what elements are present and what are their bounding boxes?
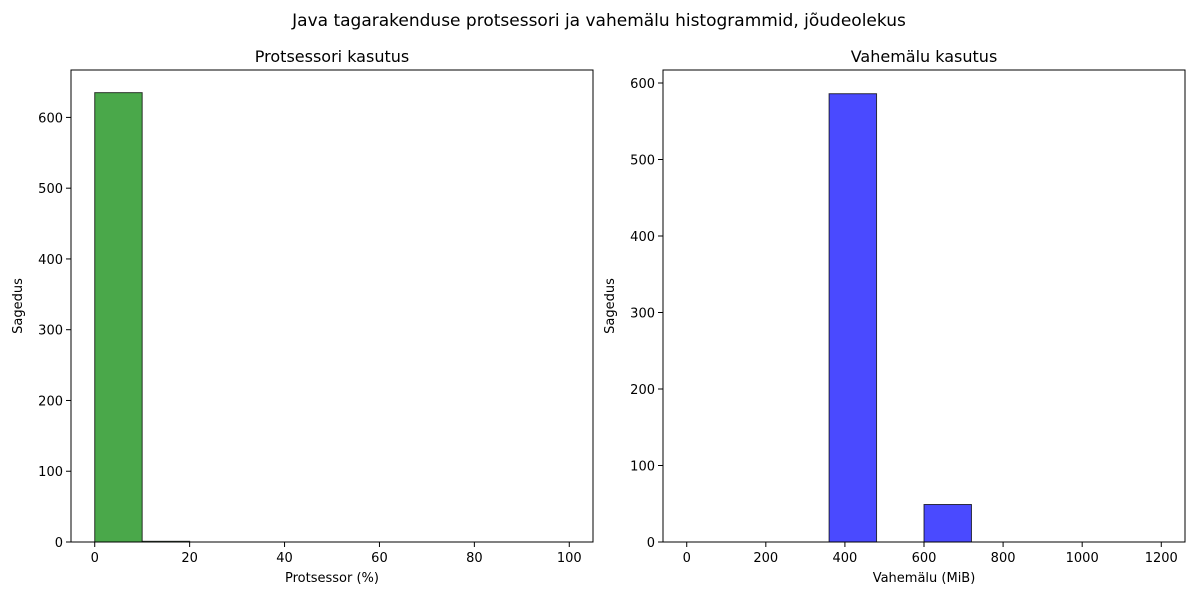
memory-x-tick-label: 800 — [991, 551, 1016, 566]
cpu-x-tick-label: 100 — [557, 551, 582, 566]
cpu-y-tick-label: 100 — [38, 465, 63, 480]
cpu-y-axis-label: Sagedus — [11, 278, 26, 334]
memory-y-tick-label: 400 — [630, 230, 655, 245]
cpu-histogram-panel: Protsessori kasutus 0 20 40 60 80 100 0 100 200 30… — [11, 47, 594, 586]
memory-x-axis-label: Vahemälu (MiB) — [873, 571, 976, 586]
cpu-x-tick-label: 0 — [91, 551, 99, 566]
memory-axes-frame — [662, 69, 1186, 543]
cpu-y-tick-label: 600 — [38, 111, 63, 126]
cpu-chart-title: Protsessori kasutus — [255, 47, 409, 66]
cpu-y-tick-label: 300 — [38, 324, 63, 339]
cpu-x-tick-label: 40 — [276, 551, 293, 566]
cpu-axes-frame — [70, 69, 594, 543]
figure-suptitle: Java tagarakenduse protsessori ja vahemä… — [291, 11, 906, 31]
memory-y-axis-label: Sagedus — [603, 278, 618, 334]
cpu-y-tick-label: 0 — [55, 536, 63, 551]
memory-y-tick-label: 600 — [630, 77, 655, 92]
memory-chart-title: Vahemälu kasutus — [851, 47, 998, 66]
cpu-x-tick-label: 20 — [181, 551, 198, 566]
memory-y-tick-label: 100 — [630, 460, 655, 475]
cpu-y-tick-label: 200 — [38, 394, 63, 409]
memory-x-tick-label: 400 — [832, 551, 857, 566]
memory-y-tick-label: 200 — [630, 383, 655, 398]
memory-histogram-bar-3 — [828, 93, 878, 543]
memory-histogram-panel: Vahemälu kasutus 0 200 400 600 800 1000 1200 0 10… — [603, 47, 1186, 586]
memory-x-tick-label: 1200 — [1145, 551, 1178, 566]
memory-histogram-bar-5 — [923, 504, 972, 543]
memory-x-tick-label: 0 — [683, 551, 691, 566]
cpu-histogram-bar-0 — [94, 92, 143, 543]
memory-x-tick-label: 200 — [753, 551, 778, 566]
cpu-x-tick-label: 60 — [371, 551, 388, 566]
cpu-y-tick-label: 500 — [38, 182, 63, 197]
cpu-y-tick-label: 400 — [38, 253, 63, 268]
memory-y-tick-label: 500 — [630, 154, 655, 169]
memory-x-tick-label: 1000 — [1066, 551, 1099, 566]
memory-y-tick-label: 0 — [647, 536, 655, 551]
cpu-x-tick-label: 80 — [466, 551, 483, 566]
cpu-x-axis-label: Protsessor (%) — [285, 571, 379, 586]
memory-y-tick-label: 300 — [630, 307, 655, 322]
memory-x-tick-label: 600 — [912, 551, 937, 566]
